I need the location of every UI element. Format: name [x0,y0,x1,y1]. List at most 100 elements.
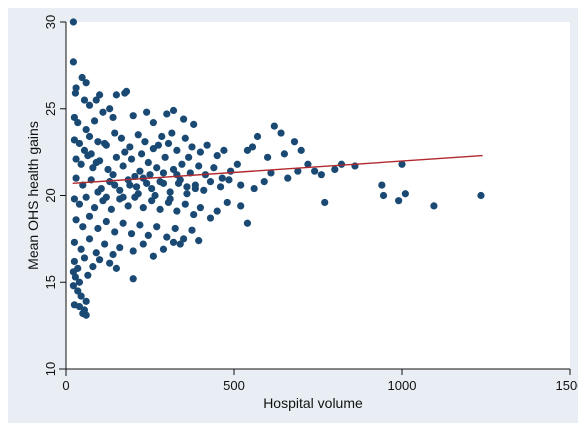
data-point [127,230,136,238]
data-point [75,278,84,286]
data-point [270,122,278,130]
data-point [134,131,142,139]
data-point [169,165,178,174]
data-point [85,132,94,141]
fit-line-group [72,154,483,185]
data-point [74,119,82,127]
data-point [166,188,174,196]
data-point [168,129,176,137]
data-point [89,263,97,271]
data-point [280,150,288,158]
data-point [148,197,156,205]
data-point [143,108,151,116]
data-point [253,132,262,141]
data-point [94,188,102,196]
data-point [72,174,80,182]
data-point [82,311,90,319]
data-point [96,256,104,264]
data-point [85,235,94,243]
data-point [70,195,78,203]
data-point [378,181,386,189]
data-point [237,181,245,189]
data-point [183,190,191,198]
data-point [158,132,166,141]
data-point [227,167,235,175]
data-point [176,240,184,248]
y-tick-label: 15 [43,275,58,289]
data-point [90,204,99,212]
data-point [304,160,312,168]
data-point [70,238,78,246]
data-point [119,219,127,227]
data-point [84,271,92,279]
data-point [220,146,228,154]
data-point [331,165,339,174]
data-point [317,171,325,179]
data-point [126,143,134,151]
data-point [181,200,189,208]
data-point [321,198,329,207]
data-point [139,240,147,248]
data-point [124,202,132,210]
data-point [106,105,114,113]
data-point [154,141,162,149]
data-point [129,112,137,120]
data-point [80,254,89,262]
data-point [96,91,104,99]
data-point [134,190,142,198]
data-point [111,129,119,137]
data-point [116,186,124,194]
data-point [430,202,438,210]
data-point [112,91,120,99]
scatter-points [69,18,485,319]
data-point [99,108,107,116]
data-point [176,176,184,184]
data-point [109,113,117,122]
fit-line [72,154,483,185]
data-point [185,153,193,161]
data-point [112,153,120,161]
data-point [106,178,114,186]
data-point [477,191,485,200]
data-point [144,158,152,167]
data-point [210,164,218,172]
data-point [213,207,221,215]
data-point [85,212,94,220]
data-point [89,164,97,172]
data-point [161,153,169,161]
data-point [69,18,77,26]
data-point [74,287,82,295]
plot-area [66,22,570,369]
data-point [72,216,80,224]
data-point [264,153,272,161]
data-point [178,160,186,168]
data-point [94,224,102,233]
x-tick-label: 0 [62,378,69,393]
data-point [181,134,189,142]
data-point [153,223,161,231]
data-point [69,58,77,66]
data-point [163,110,171,118]
data-point [107,205,115,213]
data-point [69,282,77,290]
data-point [395,197,403,205]
data-point [78,73,86,82]
data-point [136,221,144,229]
data-point [297,146,305,154]
data-point [290,138,299,146]
data-point [70,136,78,144]
data-point [250,184,258,193]
data-point [190,210,198,219]
data-point [70,113,78,122]
data-point [131,172,139,181]
axes: 10 15 20 25 30 0 500 1000 1500 [43,15,578,393]
data-point [225,176,233,184]
data-point [196,148,204,156]
data-point [111,181,119,189]
data-point [111,228,119,236]
data-point [233,160,241,168]
data-point [90,117,99,125]
data-point [151,191,159,200]
data-point [163,233,171,241]
data-point [146,171,154,179]
